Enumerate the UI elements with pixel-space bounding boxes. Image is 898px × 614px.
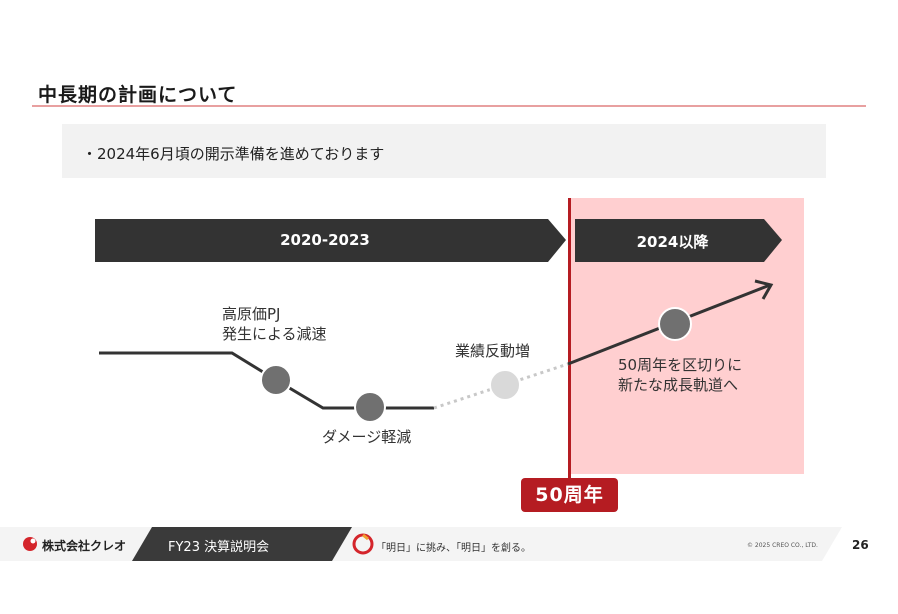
footer-copyright: © 2025 CREO CO., LTD. [747, 542, 818, 549]
bullet-text: ・2024年6月頃の開示準備を進めております [82, 145, 385, 163]
point1-label-line2: 発生による減速 [222, 325, 327, 343]
trend-arrowhead [754, 279, 774, 300]
phase2-arrow [575, 219, 782, 262]
page-number: 26 [852, 538, 869, 552]
phase1-label: 2020-2023 [280, 231, 370, 249]
milestone-line [568, 198, 571, 490]
point4-label-line2: 新たな成長軌道へ [618, 376, 739, 394]
point1-label-line1: 高原価PJ [222, 305, 281, 323]
point-rebound [489, 369, 521, 401]
footer-event-band [132, 527, 352, 561]
company-logo-icon [23, 537, 37, 551]
milestone-badge: 50周年 [521, 478, 618, 512]
footer-slogan: 「明日」に挑み、「明日」を創る。 [376, 543, 531, 554]
phase2-label: 2024以降 [636, 233, 709, 251]
point2-label: ダメージ軽減 [322, 428, 412, 446]
page-title: 中長期の計画について [38, 84, 238, 106]
footer-page-band [822, 527, 898, 561]
point3-label: 業績反動増 [455, 342, 531, 360]
bullet-panel [62, 124, 826, 178]
point4-label-line1: 50周年を区切りに [618, 356, 743, 374]
footer-company: 株式会社クレオ [42, 539, 127, 553]
footer-event: FY23 決算説明会 [168, 540, 270, 555]
point-mitigation [354, 391, 386, 423]
point-growth [658, 307, 692, 341]
point-slowdown [260, 364, 292, 396]
anniversary-logo-icon [352, 533, 374, 555]
footer-shapes [132, 527, 898, 561]
phase1-arrow [95, 219, 566, 262]
title-divider [32, 105, 866, 107]
